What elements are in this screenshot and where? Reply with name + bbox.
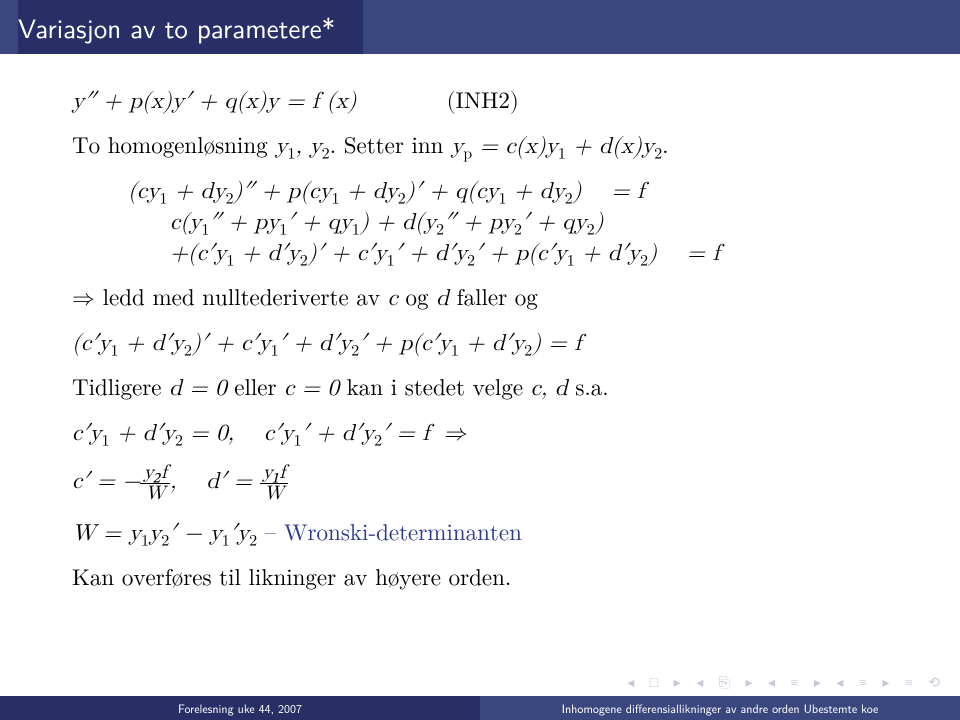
eq-block1-line1-rhs: = f xyxy=(582,176,645,207)
line-overfores: Kan overføres til likninger av høyere or… xyxy=(72,563,916,594)
eq-block1-line3: +(c′y1 + d′y2)′ + c′y1′ + d′y2′ + p(c′y1… xyxy=(128,238,657,269)
line-tidligere: Tidligere d = 0 eller c = 0 kan i stedet… xyxy=(72,373,916,404)
slide-title: Variasjon av to parametere* xyxy=(18,8,335,47)
line-homogen: To homogenløsning y1, y2. Setter inn yp … xyxy=(72,131,916,162)
eq-block1-line1: (cy1 + dy2)″ + p(cy1 + dy2)′ + q(cy1 + d… xyxy=(128,176,582,207)
eq-block1-line2: c(y1″ + py1′ + qy1) + d(y2″ + py2′ + qy2… xyxy=(128,207,916,238)
cfrac-den: W xyxy=(145,483,165,503)
dfrac-den: W xyxy=(264,483,284,503)
eq-comma: , xyxy=(170,470,176,493)
wronski-label: – Wronski-determinanten xyxy=(257,522,522,545)
footer-right: Inhomogene differensiallikninger av andr… xyxy=(480,696,960,720)
eq-cdprime: c′ = −y₂fW,d′ = y₁fW xyxy=(72,463,916,503)
nav-symbols[interactable]: ◂ □ ▸ ◂ ⎘ ▸ ◂ ≡ ▸ ◂ ≡ ▸ ≡ ⟲ xyxy=(627,675,946,692)
cfrac-num: y₂f xyxy=(143,462,167,482)
title-bar-right xyxy=(363,0,960,54)
eq-tag-inh2: (INH2) xyxy=(447,86,519,117)
eq-wronski: W = y1y2′ − y1′y2 – Wronski-determinante… xyxy=(72,518,916,549)
dfrac-num: y₁f xyxy=(263,462,286,482)
eq-cd: c′y1 + d′y2 = 0,c′y1′ + d′y2′ = f⇒ xyxy=(72,418,916,449)
footer-left: Forelesning uke 44, 2007 xyxy=(0,696,480,720)
eq-main: y″ + p(x)y′ + q(x)y = f (x) xyxy=(72,86,357,117)
line-ledd: ⇒ ledd med nulltederiverte av c og d fal… xyxy=(72,283,916,314)
eq-block1-line3-rhs: = f xyxy=(657,238,720,269)
eq-mid: (c′y1 + d′y2)′ + c′y1′ + d′y2′ + p(c′y1 … xyxy=(72,328,916,359)
slide-content: y″ + p(x)y′ + q(x)y = f (x) (INH2) To ho… xyxy=(0,54,960,594)
